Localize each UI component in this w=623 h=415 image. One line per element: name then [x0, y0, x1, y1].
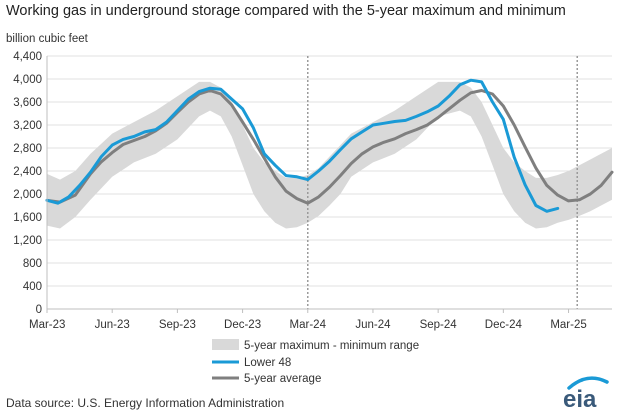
- y-axis: 0 400 800 1,200 1,600 2,000 2,400 2,800 3,200 3,6…: [13, 51, 48, 316]
- x-axis: Mar-23 Jun-23 Sep-23 Dec-23 Mar-24 Jun-24 Sep-…: [29, 308, 612, 331]
- x-tick-label-3: Dec-23: [224, 319, 261, 331]
- y-axis-unit-label: billion cubic feet: [6, 33, 88, 45]
- range-band: [47, 81, 612, 229]
- data-source-note: Data source: U.S. Energy Information Adm…: [6, 396, 285, 410]
- band-area: [47, 81, 612, 229]
- logo-text: eia: [563, 386, 597, 410]
- series-line-5-year-average: [45, 89, 614, 205]
- y-tick-label-0: 0: [36, 304, 42, 316]
- legend-band-label: 5-year maximum - minimum range: [244, 340, 419, 352]
- legend-band-swatch: [212, 339, 239, 350]
- x-tick-label-5: Jun-24: [355, 319, 391, 331]
- legend-avg-label: 5-year average: [244, 373, 321, 385]
- eia-logo: eia: [563, 376, 609, 410]
- logo-arc-icon: [567, 376, 609, 390]
- x-tick-label-8: Mar-25: [550, 319, 586, 331]
- y-tick-label-7: 2,800: [13, 143, 42, 155]
- y-tick-label-1: 400: [23, 281, 42, 293]
- series-lines: [45, 78, 614, 213]
- gridlines: [47, 55, 612, 287]
- y-tick-label-5: 2,000: [13, 189, 42, 201]
- y-tick-label-10: 4,000: [13, 74, 42, 86]
- x-tick-label-6: Sep-24: [420, 319, 458, 331]
- legend-lower48-label: Lower 48: [244, 357, 291, 369]
- y-tick-label-6: 2,400: [13, 166, 42, 178]
- y-tick-label-3: 1,200: [13, 235, 42, 247]
- x-tick-label-7: Dec-24: [485, 319, 523, 331]
- x-tick-label-1: Jun-23: [95, 319, 130, 331]
- x-tick-label-4: Mar-24: [290, 319, 327, 331]
- y-tick-label-2: 800: [23, 258, 42, 270]
- legend: 5-year maximum - minimum range Lower 48 …: [212, 339, 419, 385]
- y-tick-label-11: 4,400: [13, 51, 42, 63]
- chart-title: Working gas in underground storage compa…: [6, 3, 566, 19]
- y-tick-label-8: 3,200: [13, 120, 42, 132]
- y-tick-label-9: 3,600: [13, 97, 42, 109]
- y-tick-label-4: 1,600: [13, 212, 42, 224]
- series-line-lower-48: [45, 78, 560, 213]
- x-tick-label-2: Sep-23: [159, 319, 196, 331]
- x-tick-label-0: Mar-23: [29, 319, 65, 331]
